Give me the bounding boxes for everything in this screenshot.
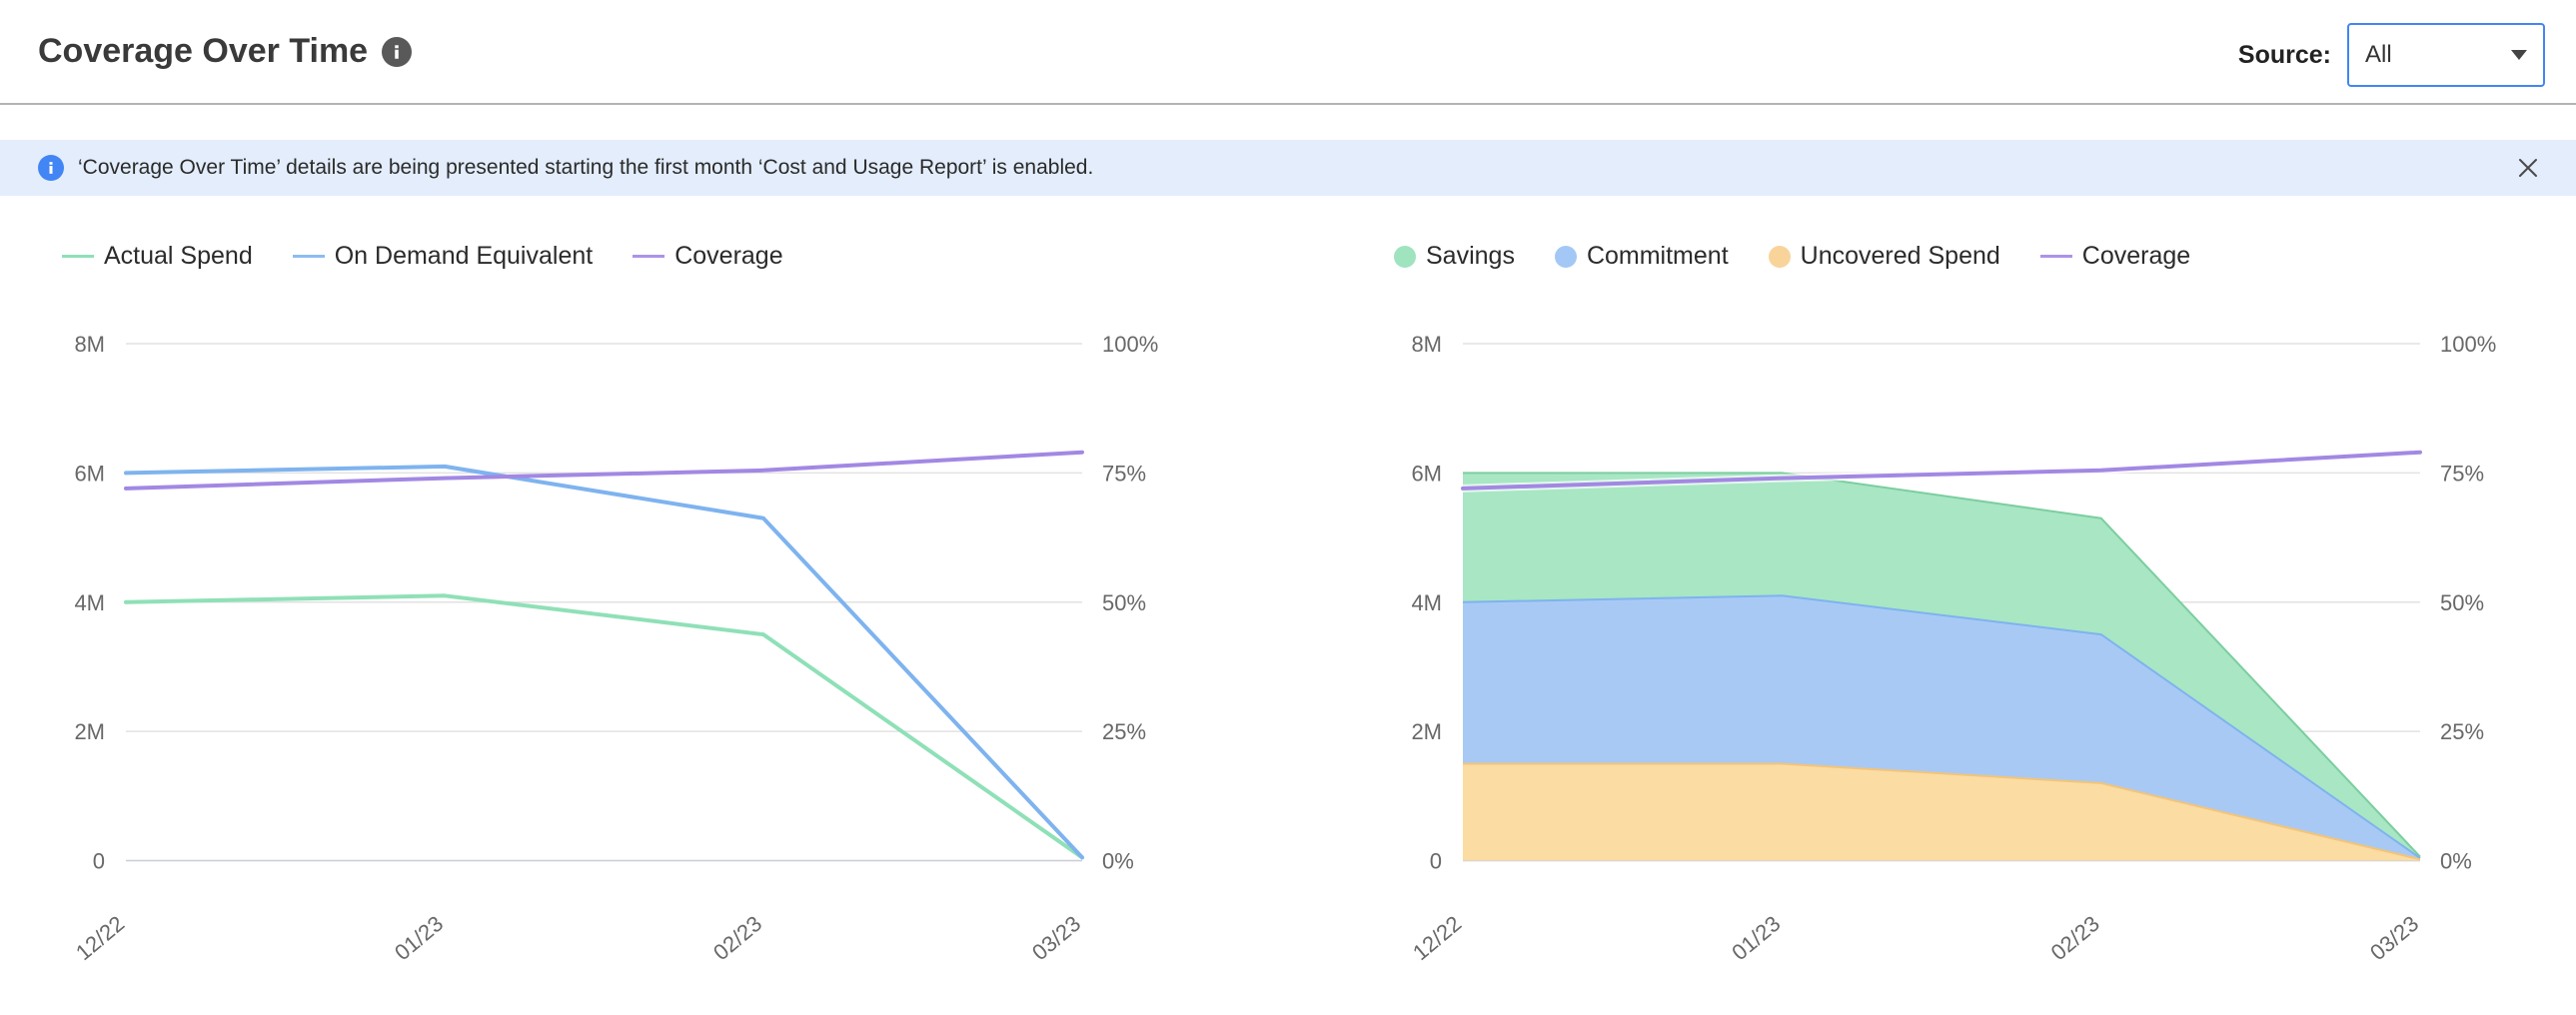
- svg-text:50%: 50%: [1102, 590, 1146, 615]
- svg-text:2M: 2M: [74, 719, 105, 744]
- svg-text:8M: 8M: [74, 332, 105, 357]
- svg-text:0: 0: [93, 849, 105, 874]
- svg-text:0%: 0%: [2440, 849, 2472, 874]
- svg-text:75%: 75%: [2440, 461, 2484, 486]
- svg-text:0%: 0%: [1102, 849, 1134, 874]
- svg-text:01/23: 01/23: [390, 911, 448, 966]
- svg-text:6M: 6M: [74, 461, 105, 486]
- svg-text:75%: 75%: [1102, 461, 1146, 486]
- svg-text:25%: 25%: [2440, 719, 2484, 744]
- svg-text:50%: 50%: [2440, 590, 2484, 615]
- svg-text:4M: 4M: [74, 590, 105, 615]
- svg-text:02/23: 02/23: [2046, 911, 2104, 966]
- svg-text:6M: 6M: [1411, 461, 1442, 486]
- svg-text:100%: 100%: [1102, 332, 1158, 357]
- svg-text:25%: 25%: [1102, 719, 1146, 744]
- svg-text:03/23: 03/23: [2365, 911, 2423, 966]
- svg-text:100%: 100%: [2440, 332, 2496, 357]
- svg-text:4M: 4M: [1411, 590, 1442, 615]
- svg-text:02/23: 02/23: [708, 911, 766, 966]
- svg-text:12/22: 12/22: [1408, 911, 1466, 966]
- svg-text:2M: 2M: [1411, 719, 1442, 744]
- svg-text:0: 0: [1430, 849, 1442, 874]
- svg-text:12/22: 12/22: [71, 911, 129, 966]
- svg-text:8M: 8M: [1411, 332, 1442, 357]
- svg-text:01/23: 01/23: [1727, 911, 1785, 966]
- svg-text:03/23: 03/23: [1027, 911, 1085, 966]
